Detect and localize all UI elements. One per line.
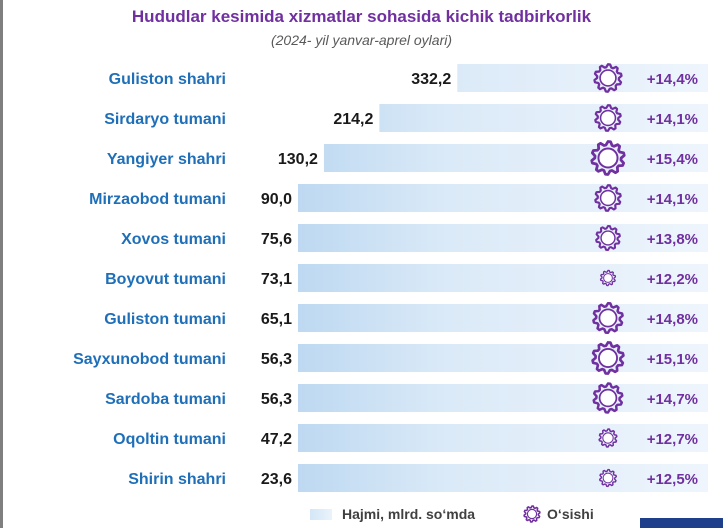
value-bar	[238, 64, 458, 92]
value-label: 73,1	[261, 271, 292, 288]
growth-gear-icon	[593, 63, 623, 93]
growth-gear-icon	[599, 269, 617, 287]
legend-growth-label: O‘sishi	[547, 506, 594, 522]
value-bar	[238, 264, 298, 292]
bar-background	[238, 424, 708, 452]
value-bar	[238, 144, 324, 172]
value-label: 130,2	[278, 151, 318, 168]
growth-gear-icon	[598, 468, 618, 488]
value-bar	[238, 344, 298, 372]
chart-row: Boyovut tumani 73,1 +12,2%	[105, 264, 708, 292]
growth-label: +15,4%	[647, 151, 698, 168]
growth-label: +12,2%	[647, 271, 698, 288]
bar-background	[238, 304, 708, 332]
growth-gear-icon	[592, 301, 624, 335]
chart-row: Guliston shahri 332,2 +14,4%	[109, 63, 708, 93]
bar-background	[238, 464, 708, 492]
growth-gear-icon	[594, 104, 622, 132]
chart-row: Sirdaryo tumani 214,2 +14,1%	[104, 104, 708, 132]
bar-background	[238, 224, 708, 252]
value-bar	[238, 424, 298, 452]
growth-label: +14,4%	[647, 71, 698, 88]
value-label: 90,0	[261, 191, 292, 208]
chart-row: Xovos tumani 75,6 +13,8%	[121, 224, 708, 252]
chart-row: Yangiyer shahri 130,2 +15,4%	[107, 140, 708, 176]
bottom-band	[640, 518, 723, 528]
legend: Hajmi, mlrd. so‘mda O‘sishi	[310, 503, 594, 525]
category-label: Guliston shahri	[109, 71, 226, 88]
category-label: Shirin shahri	[128, 471, 226, 488]
category-label: Oqoltin tumani	[113, 431, 226, 448]
category-label: Sirdaryo tumani	[104, 111, 226, 128]
chart-title: Hududlar kesimida xizmatlar sohasida kic…	[131, 7, 592, 26]
growth-label: +13,8%	[647, 231, 698, 248]
category-label: Guliston tumani	[104, 311, 226, 328]
growth-gear-icon	[590, 140, 626, 176]
growth-gear-icon	[595, 224, 621, 252]
chart-subtitle: (2024- yil yanvar-aprel oylari)	[270, 32, 453, 48]
chart-row: Shirin shahri 23,6 +12,5%	[128, 464, 708, 492]
growth-label: +12,5%	[647, 471, 698, 488]
chart-row: Sardoba tumani 56,3 +14,7%	[105, 382, 708, 414]
legend-bar-label: Hajmi, mlrd. so‘mda	[342, 506, 476, 522]
legend-bar-swatch	[310, 508, 332, 520]
chart-row: Sayxunobod tumani 56,3 +15,1%	[73, 341, 708, 375]
growth-gear-icon	[598, 428, 618, 448]
chart-row: Mirzaobod tumani 90,0 +14,1%	[89, 184, 708, 212]
bar-background	[238, 384, 708, 412]
growth-label: +12,7%	[647, 431, 698, 448]
bar-background	[238, 264, 708, 292]
category-label: Xovos tumani	[121, 231, 226, 248]
bar-background	[238, 184, 708, 212]
chart-row: Guliston tumani 65,1 +14,8%	[104, 301, 708, 335]
value-label: 47,2	[261, 431, 292, 448]
value-label: 65,1	[261, 311, 292, 328]
bar-chart: Guliston shahri 332,2 +14,4% Sirdaryo tuman…	[73, 63, 708, 492]
legend-gear-icon	[523, 505, 541, 523]
growth-label: +14,1%	[647, 111, 698, 128]
bar-background	[238, 344, 708, 372]
value-bar	[238, 184, 298, 212]
value-label: 56,3	[261, 391, 292, 408]
growth-gear-icon	[591, 341, 625, 375]
growth-label: +15,1%	[647, 351, 698, 368]
value-label: 75,6	[261, 231, 292, 248]
growth-label: +14,1%	[647, 191, 698, 208]
value-bar	[238, 224, 298, 252]
left-border	[0, 0, 3, 528]
growth-gear-icon	[592, 382, 624, 414]
value-bar	[238, 464, 298, 492]
value-label: 332,2	[411, 71, 451, 88]
growth-gear-icon	[594, 184, 622, 212]
value-bar	[238, 304, 298, 332]
value-bar	[238, 104, 380, 132]
category-label: Mirzaobod tumani	[89, 191, 226, 208]
value-label: 56,3	[261, 351, 292, 368]
chart-row: Oqoltin tumani 47,2 +12,7%	[113, 424, 708, 452]
value-label: 214,2	[333, 111, 373, 128]
growth-label: +14,8%	[647, 311, 698, 328]
value-bar	[238, 384, 298, 412]
category-label: Boyovut tumani	[105, 271, 226, 288]
category-label: Yangiyer shahri	[107, 151, 226, 168]
category-label: Sayxunobod tumani	[73, 351, 226, 368]
growth-label: +14,7%	[647, 391, 698, 408]
value-label: 23,6	[261, 471, 292, 488]
category-label: Sardoba tumani	[105, 391, 226, 408]
